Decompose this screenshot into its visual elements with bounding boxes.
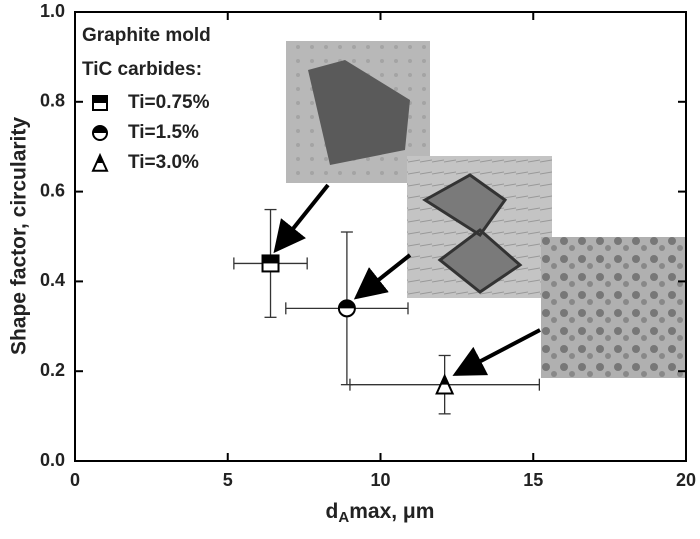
marker-fill bbox=[93, 126, 107, 133]
marker-fill bbox=[338, 300, 355, 309]
arrows bbox=[273, 183, 541, 376]
marker-fill bbox=[262, 255, 279, 264]
marker-fill bbox=[93, 96, 107, 103]
x-tick-label: 5 bbox=[223, 470, 233, 490]
y-tick-label: 1.0 bbox=[40, 1, 65, 21]
x-tick-label: 15 bbox=[523, 470, 543, 490]
y-tick-label: 0.4 bbox=[40, 270, 65, 290]
series: Ti=0.75% bbox=[92, 92, 308, 318]
carbide bbox=[422, 173, 523, 294]
x-tick-label: 10 bbox=[370, 470, 390, 490]
arrow bbox=[452, 328, 541, 376]
series: Ti=3.0% bbox=[91, 152, 541, 415]
legend-label: Ti=0.75% bbox=[128, 92, 210, 113]
legend-title: TiC carbides: bbox=[82, 59, 202, 80]
arrow bbox=[273, 183, 330, 254]
legend-label: Ti=3.0% bbox=[128, 152, 199, 173]
micrograph bbox=[541, 237, 686, 378]
y-tick-label: 0.8 bbox=[40, 91, 65, 111]
marker-fill bbox=[440, 375, 449, 385]
x-tick-label: 20 bbox=[676, 470, 696, 490]
arrow bbox=[353, 253, 412, 300]
legend-title: Graphite mold bbox=[82, 25, 211, 46]
series: Ti=1.5% bbox=[92, 122, 409, 386]
x-label-part: d bbox=[326, 500, 339, 523]
micrographs bbox=[286, 41, 686, 378]
y-tick-label: 0.0 bbox=[40, 450, 65, 470]
y-tick-label: 0.2 bbox=[40, 360, 65, 380]
x-label-sub: A bbox=[338, 509, 349, 526]
x-tick-label: 0 bbox=[70, 470, 80, 490]
y-axis-label: Shape factor, circularity bbox=[8, 117, 31, 355]
carbide bbox=[308, 60, 410, 165]
x-axis-label: dAmax, μm bbox=[326, 500, 435, 526]
marker-fill bbox=[96, 155, 104, 163]
y-tick-label: 0.6 bbox=[40, 180, 65, 200]
legend-label: Ti=1.5% bbox=[128, 122, 199, 143]
x-label-part: max, μm bbox=[349, 500, 434, 523]
